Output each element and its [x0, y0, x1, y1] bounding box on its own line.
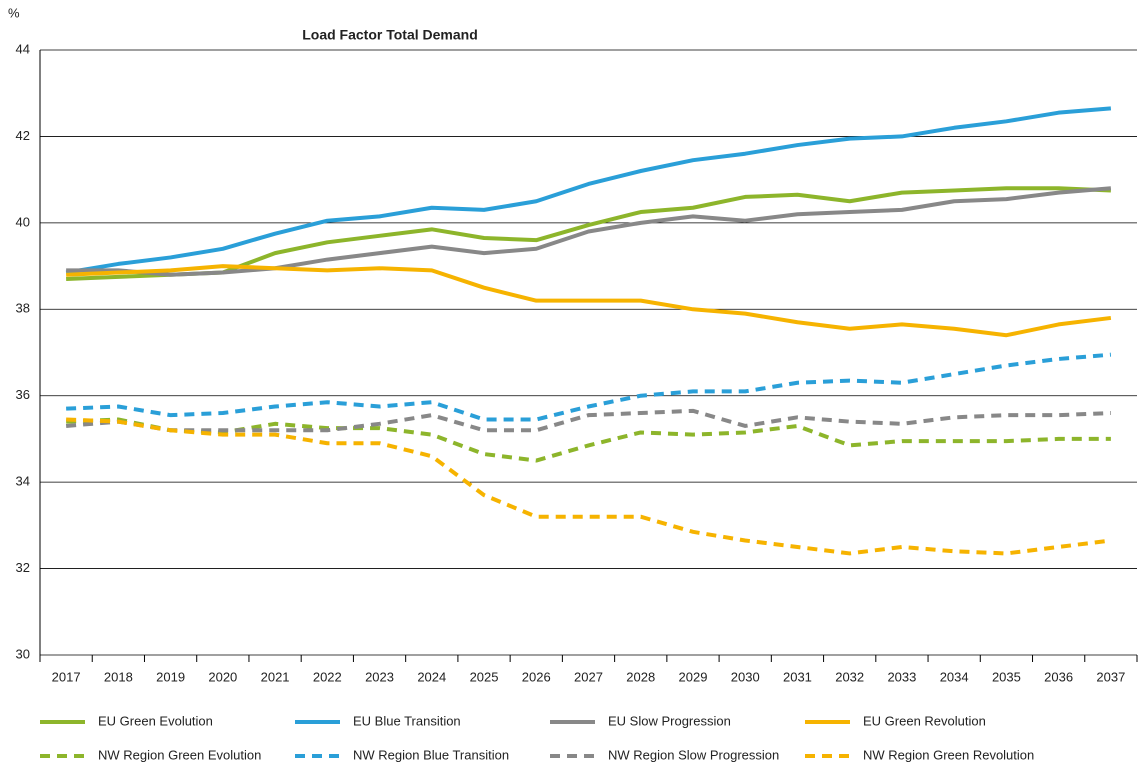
x-tick-label: 2032 [835, 669, 864, 684]
x-tick-label: 2033 [887, 669, 916, 684]
series-line [66, 417, 1111, 463]
series-line [66, 352, 1112, 422]
x-tick-label: 2031 [783, 669, 812, 684]
x-tick-label: 2034 [940, 669, 969, 684]
y-tick-label: 34 [16, 474, 30, 489]
x-tick-label: 2021 [261, 669, 290, 684]
x-tick-label: 2018 [104, 669, 133, 684]
series-line [66, 186, 1112, 277]
series-line [65, 106, 1112, 275]
x-tick-label: 2025 [470, 669, 499, 684]
y-tick-label: 40 [16, 214, 30, 229]
x-tick-label: 2036 [1044, 669, 1073, 684]
x-tick-label: 2026 [522, 669, 551, 684]
x-tick-label: 2020 [208, 669, 237, 684]
y-tick-label: 36 [16, 387, 30, 402]
x-tick-label: 2030 [731, 669, 760, 684]
x-tick-label: 2029 [679, 669, 708, 684]
y-tick-label: 44 [16, 41, 30, 56]
x-tick-label: 2027 [574, 669, 603, 684]
series-line [66, 417, 1112, 556]
legend-label: EU Green Evolution [98, 713, 213, 728]
x-tick-label: 2019 [156, 669, 185, 684]
legend-label: EU Slow Progression [608, 713, 731, 728]
x-tick-label: 2035 [992, 669, 1021, 684]
legend-label: EU Blue Transition [353, 713, 461, 728]
legend-label: NW Region Green Evolution [98, 747, 261, 762]
legend-label: NW Region Green Revolution [863, 747, 1034, 762]
y-axis-label: % [8, 5, 20, 20]
y-tick-label: 42 [16, 128, 30, 143]
x-tick-label: 2023 [365, 669, 394, 684]
legend-label: NW Region Blue Transition [353, 747, 509, 762]
x-tick-label: 2022 [313, 669, 342, 684]
x-tick-label: 2037 [1096, 669, 1125, 684]
x-tick-label: 2028 [626, 669, 655, 684]
y-tick-label: 30 [16, 646, 30, 661]
x-tick-label: 2017 [52, 669, 81, 684]
y-tick-label: 38 [16, 301, 30, 316]
legend-label: NW Region Slow Progression [608, 747, 779, 762]
chart-title: Load Factor Total Demand [302, 27, 478, 43]
legend-label: EU Green Revolution [863, 713, 986, 728]
series-line [65, 408, 1111, 433]
series-line [66, 264, 1112, 338]
y-tick-label: 32 [16, 560, 30, 575]
x-tick-label: 2024 [417, 669, 446, 684]
